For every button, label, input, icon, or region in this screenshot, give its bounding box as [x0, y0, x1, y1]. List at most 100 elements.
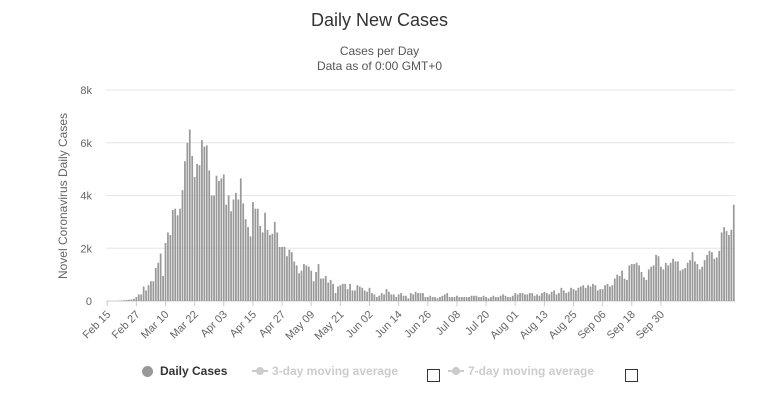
bar[interactable]: [380, 293, 383, 301]
bar[interactable]: [358, 286, 361, 301]
bar[interactable]: [548, 294, 551, 301]
bar[interactable]: [264, 212, 266, 301]
bar[interactable]: [516, 294, 519, 301]
bar[interactable]: [630, 264, 633, 301]
bar[interactable]: [494, 297, 497, 301]
bar[interactable]: [550, 291, 553, 301]
bar[interactable]: [611, 285, 614, 301]
bar[interactable]: [645, 279, 648, 301]
bar[interactable]: [531, 293, 534, 301]
bar[interactable]: [543, 291, 546, 301]
bar[interactable]: [521, 293, 524, 301]
bar[interactable]: [363, 290, 366, 301]
bar[interactable]: [128, 299, 130, 301]
bar[interactable]: [441, 295, 444, 301]
bar[interactable]: [609, 286, 611, 301]
bar[interactable]: [205, 145, 208, 301]
bar[interactable]: [655, 254, 657, 301]
bar[interactable]: [150, 281, 152, 301]
bar[interactable]: [169, 235, 172, 301]
bar[interactable]: [392, 294, 395, 301]
bar[interactable]: [470, 295, 473, 301]
bar[interactable]: [652, 265, 655, 301]
bar[interactable]: [715, 257, 718, 301]
bar[interactable]: [276, 232, 279, 301]
bar[interactable]: [196, 163, 198, 301]
bar[interactable]: [723, 227, 725, 301]
bar[interactable]: [507, 297, 509, 301]
bar[interactable]: [713, 258, 716, 301]
bar[interactable]: [672, 258, 674, 301]
bar[interactable]: [361, 287, 364, 301]
bar[interactable]: [341, 283, 344, 301]
bar[interactable]: [164, 242, 167, 301]
checkbox-3-day-average[interactable]: [427, 369, 440, 382]
bar[interactable]: [329, 279, 332, 301]
bar[interactable]: [482, 295, 485, 301]
bar[interactable]: [434, 297, 436, 301]
bar[interactable]: [198, 165, 201, 301]
legend-7-day-average[interactable]: 7-day moving average: [448, 364, 594, 378]
bar[interactable]: [475, 295, 478, 301]
bar[interactable]: [698, 269, 701, 301]
bar[interactable]: [334, 293, 337, 301]
bar[interactable]: [269, 235, 271, 301]
bar[interactable]: [596, 290, 599, 301]
bar[interactable]: [465, 297, 468, 301]
bar[interactable]: [696, 264, 699, 301]
bar[interactable]: [256, 208, 259, 301]
bar[interactable]: [460, 297, 463, 301]
bar[interactable]: [538, 295, 541, 301]
bar[interactable]: [154, 268, 157, 301]
bar[interactable]: [606, 283, 609, 301]
bar[interactable]: [346, 289, 349, 301]
bar[interactable]: [327, 282, 330, 301]
bar[interactable]: [545, 293, 548, 301]
bar[interactable]: [453, 297, 456, 301]
bar[interactable]: [135, 297, 138, 301]
bar[interactable]: [594, 285, 597, 301]
bar[interactable]: [497, 297, 500, 301]
bar[interactable]: [298, 273, 300, 301]
bar[interactable]: [718, 250, 721, 301]
bar[interactable]: [477, 297, 480, 301]
bar[interactable]: [213, 195, 215, 302]
bar[interactable]: [577, 287, 580, 301]
bar[interactable]: [541, 293, 543, 301]
bar[interactable]: [215, 175, 218, 301]
bar[interactable]: [623, 278, 626, 301]
bar[interactable]: [244, 219, 247, 301]
bar[interactable]: [295, 265, 298, 301]
bar[interactable]: [315, 271, 317, 301]
bar[interactable]: [638, 265, 640, 301]
bar[interactable]: [711, 252, 713, 301]
bar[interactable]: [509, 297, 512, 301]
bar[interactable]: [286, 256, 288, 301]
bar[interactable]: [657, 256, 660, 301]
bar[interactable]: [317, 264, 320, 301]
bar[interactable]: [604, 285, 606, 301]
bar[interactable]: [426, 297, 429, 301]
bar[interactable]: [725, 231, 728, 301]
bar[interactable]: [395, 297, 398, 301]
bar[interactable]: [633, 264, 636, 301]
bar[interactable]: [337, 286, 339, 301]
bar[interactable]: [448, 297, 451, 301]
bar[interactable]: [290, 252, 293, 301]
bar[interactable]: [152, 281, 155, 301]
checkbox-7-day-average[interactable]: [625, 369, 638, 382]
bar[interactable]: [468, 297, 470, 301]
bar[interactable]: [674, 261, 677, 301]
bar[interactable]: [504, 295, 507, 301]
bar[interactable]: [621, 270, 623, 301]
bar[interactable]: [579, 286, 582, 301]
bar[interactable]: [570, 287, 572, 301]
bar[interactable]: [647, 269, 650, 301]
bar[interactable]: [732, 204, 735, 301]
bar[interactable]: [463, 297, 466, 301]
bar[interactable]: [635, 262, 638, 301]
bar[interactable]: [701, 266, 704, 301]
bar[interactable]: [562, 290, 565, 301]
bar[interactable]: [446, 293, 449, 301]
bar[interactable]: [312, 281, 315, 301]
